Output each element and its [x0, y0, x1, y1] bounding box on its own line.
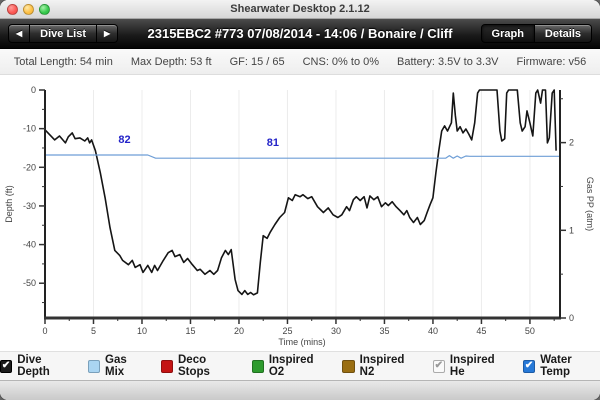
dive-profile-chart: 0 -10 -20 -30 -40 -50 0 5 10 15 20 25 30 35 40 45 50 0 1 2 D…: [0, 75, 600, 351]
legend-label: Dive Depth: [17, 354, 50, 378]
svg-text:50: 50: [525, 326, 535, 336]
legend-label: Inspired O2: [268, 354, 314, 378]
legend-item-deco-stops: Deco Stops: [160, 354, 237, 378]
left-arrow-icon: ◀: [16, 29, 23, 38]
info-item: Battery: 3.5V to 3.3V: [397, 55, 499, 68]
legend-label: Deco Stops: [178, 354, 210, 378]
checked-checkbox-icon[interactable]: ✔: [0, 359, 13, 373]
svg-text:2: 2: [569, 138, 574, 148]
color-swatch-icon[interactable]: [87, 359, 101, 373]
legend-label: Gas Mix: [105, 354, 127, 378]
svg-text:25: 25: [282, 326, 292, 336]
dive-list-control: ◀ Dive List ▶: [8, 24, 119, 43]
chart-canvas: 0 -10 -20 -30 -40 -50 0 5 10 15 20 25 30 35 40 45 50 0 1 2 D…: [4, 85, 595, 347]
svg-text:-50: -50: [23, 278, 36, 288]
legend-bar: ✔ Dive Depth Gas Mix Deco Stops Inspired O2 I…: [0, 351, 600, 380]
previous-dive-button[interactable]: ◀: [8, 24, 31, 43]
y-axis-label-gas-pp: Gas PP (atm): [585, 177, 595, 231]
svg-text:15: 15: [185, 326, 195, 336]
legend-item-inspired-n2: Inspired N2: [342, 354, 417, 378]
right-arrow-icon: ▶: [104, 29, 111, 38]
water-temp-annotation: 81: [267, 137, 279, 149]
info-item: Max Depth: 53 ft: [130, 55, 212, 68]
legend-item-inspired-o2: Inspired O2: [251, 354, 328, 378]
svg-text:10: 10: [137, 326, 147, 336]
svg-text:5: 5: [91, 326, 96, 336]
info-item: GF: 15 / 65: [229, 55, 285, 68]
series-water-temp: [45, 154, 559, 159]
svg-text:30: 30: [331, 326, 341, 336]
zoom-icon[interactable]: [39, 3, 50, 15]
y-axis-label-depth: Depth (ft): [4, 185, 14, 223]
svg-text:40: 40: [428, 326, 438, 336]
window-footer: [0, 380, 600, 400]
svg-text:-10: -10: [23, 124, 36, 134]
svg-text:35: 35: [379, 326, 389, 336]
svg-text:0: 0: [31, 85, 36, 95]
title-bar: Shearwater Desktop 2.1.12: [0, 0, 600, 19]
view-switcher: Graph Details: [480, 24, 592, 43]
legend-item-water-temp: ✔ Water Temp: [522, 354, 600, 378]
legend-label: Water Temp: [540, 354, 572, 378]
svg-text:45: 45: [476, 326, 486, 336]
graph-tab-button[interactable]: Graph: [480, 24, 535, 43]
series-dive-depth: [44, 89, 557, 296]
info-item: Total Length: 54 min: [13, 55, 113, 68]
x-axis-label-time: Time (mins): [278, 337, 325, 347]
water-temp-annotation: 82: [118, 134, 130, 146]
svg-text:1: 1: [569, 225, 574, 235]
color-swatch-icon[interactable]: [342, 359, 355, 373]
legend-label: Inspired He: [449, 354, 495, 378]
legend-label: Inspired N2: [359, 354, 405, 378]
minimize-icon[interactable]: [23, 3, 34, 15]
svg-text:-30: -30: [23, 201, 36, 211]
window-title: Shearwater Desktop 2.1.12: [230, 3, 370, 15]
info-item: CNS: 0% to 0%: [302, 55, 380, 68]
legend-item-gas-mix: Gas Mix: [87, 354, 146, 378]
color-swatch-icon[interactable]: [251, 359, 264, 373]
svg-text:-40: -40: [23, 240, 36, 250]
dive-title: 2315EBC2 #773 07/08/2014 - 14:06 / Bonai…: [147, 26, 453, 41]
next-dive-button[interactable]: ▶: [97, 24, 119, 43]
dive-list-button[interactable]: Dive List: [30, 24, 98, 43]
svg-text:20: 20: [234, 326, 244, 336]
close-icon[interactable]: [7, 3, 18, 15]
legend-item-inspired-he: ✔ Inspired He: [432, 354, 508, 378]
window-controls: [7, 3, 50, 15]
legend-item-dive-depth: ✔ Dive Depth: [0, 354, 73, 378]
info-item: Firmware: v56: [516, 55, 587, 68]
svg-text:0: 0: [569, 313, 574, 323]
svg-text:-20: -20: [23, 162, 36, 172]
checked-checkbox-icon[interactable]: ✔: [432, 359, 445, 373]
checked-checkbox-icon[interactable]: ✔: [522, 359, 536, 373]
toolbar: ◀ Dive List ▶ 2315EBC2 #773 07/08/2014 -…: [0, 19, 600, 49]
details-tab-button[interactable]: Details: [534, 24, 592, 43]
info-bar: Total Length: 54 min Max Depth: 53 ft GF: …: [0, 49, 600, 75]
svg-text:0: 0: [42, 326, 47, 336]
color-swatch-icon[interactable]: [160, 359, 173, 373]
